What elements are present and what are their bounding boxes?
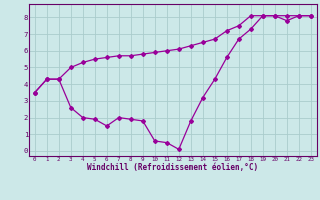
X-axis label: Windchill (Refroidissement éolien,°C): Windchill (Refroidissement éolien,°C): [87, 163, 258, 172]
